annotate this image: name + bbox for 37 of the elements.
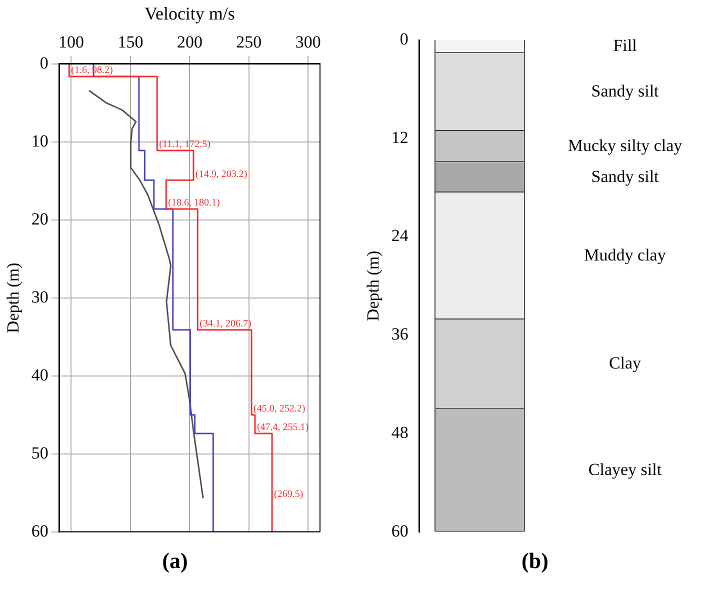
y-tick-label: 60 <box>31 521 48 540</box>
annotation: (34.1, 206.7) <box>200 318 252 330</box>
annotation: (14.9, 203.2) <box>195 168 248 180</box>
y-tick-label: 50 <box>31 443 48 462</box>
y-axis-title: Depth (m) <box>364 250 383 322</box>
x-tick-label: 200 <box>176 32 202 52</box>
y-tick-label: 30 <box>31 287 48 306</box>
y-tick-label: 24 <box>391 226 409 246</box>
x-tick-label: 300 <box>295 32 321 52</box>
text: Sandy silt <box>591 166 660 186</box>
y-tick-label: 0 <box>40 53 48 72</box>
text: (b) <box>520 548 550 574</box>
y-tick-label: 60 <box>391 521 408 540</box>
annotation: (45.0, 252.2) <box>254 403 306 414</box>
text: Clay <box>608 354 642 373</box>
annotation: (269.5) <box>274 489 304 500</box>
y-tick-label: 10 <box>31 131 48 150</box>
y-tick-label: 40 <box>31 365 48 384</box>
annotation: (47.4, 255.1) <box>256 422 309 434</box>
x-axis-title: Velocity m/s <box>144 4 235 24</box>
annotation: (11.1, 172.5) <box>159 139 210 150</box>
x-tick-label: 100 <box>58 32 84 52</box>
y-tick-label: 36 <box>391 324 408 344</box>
annotation: (18.6, 180.1) <box>168 198 220 209</box>
text: Muddy clay <box>584 245 666 264</box>
x-tick-label: 150 <box>118 32 144 52</box>
text: Sandy silt <box>591 82 660 101</box>
y-axis-title: Depth (m) <box>4 262 23 334</box>
y-tick-label: 12 <box>391 128 408 147</box>
y-tick-label: 20 <box>31 209 48 228</box>
x-tick-label: 250 <box>236 32 262 52</box>
y-tick-label: 48 <box>391 422 408 442</box>
y-tick-label: 0 <box>400 29 408 48</box>
text: (a) <box>161 548 189 574</box>
text: Fill <box>613 36 638 56</box>
text: Clayey silt <box>588 460 662 479</box>
text: Mucky silty clay <box>568 136 683 156</box>
